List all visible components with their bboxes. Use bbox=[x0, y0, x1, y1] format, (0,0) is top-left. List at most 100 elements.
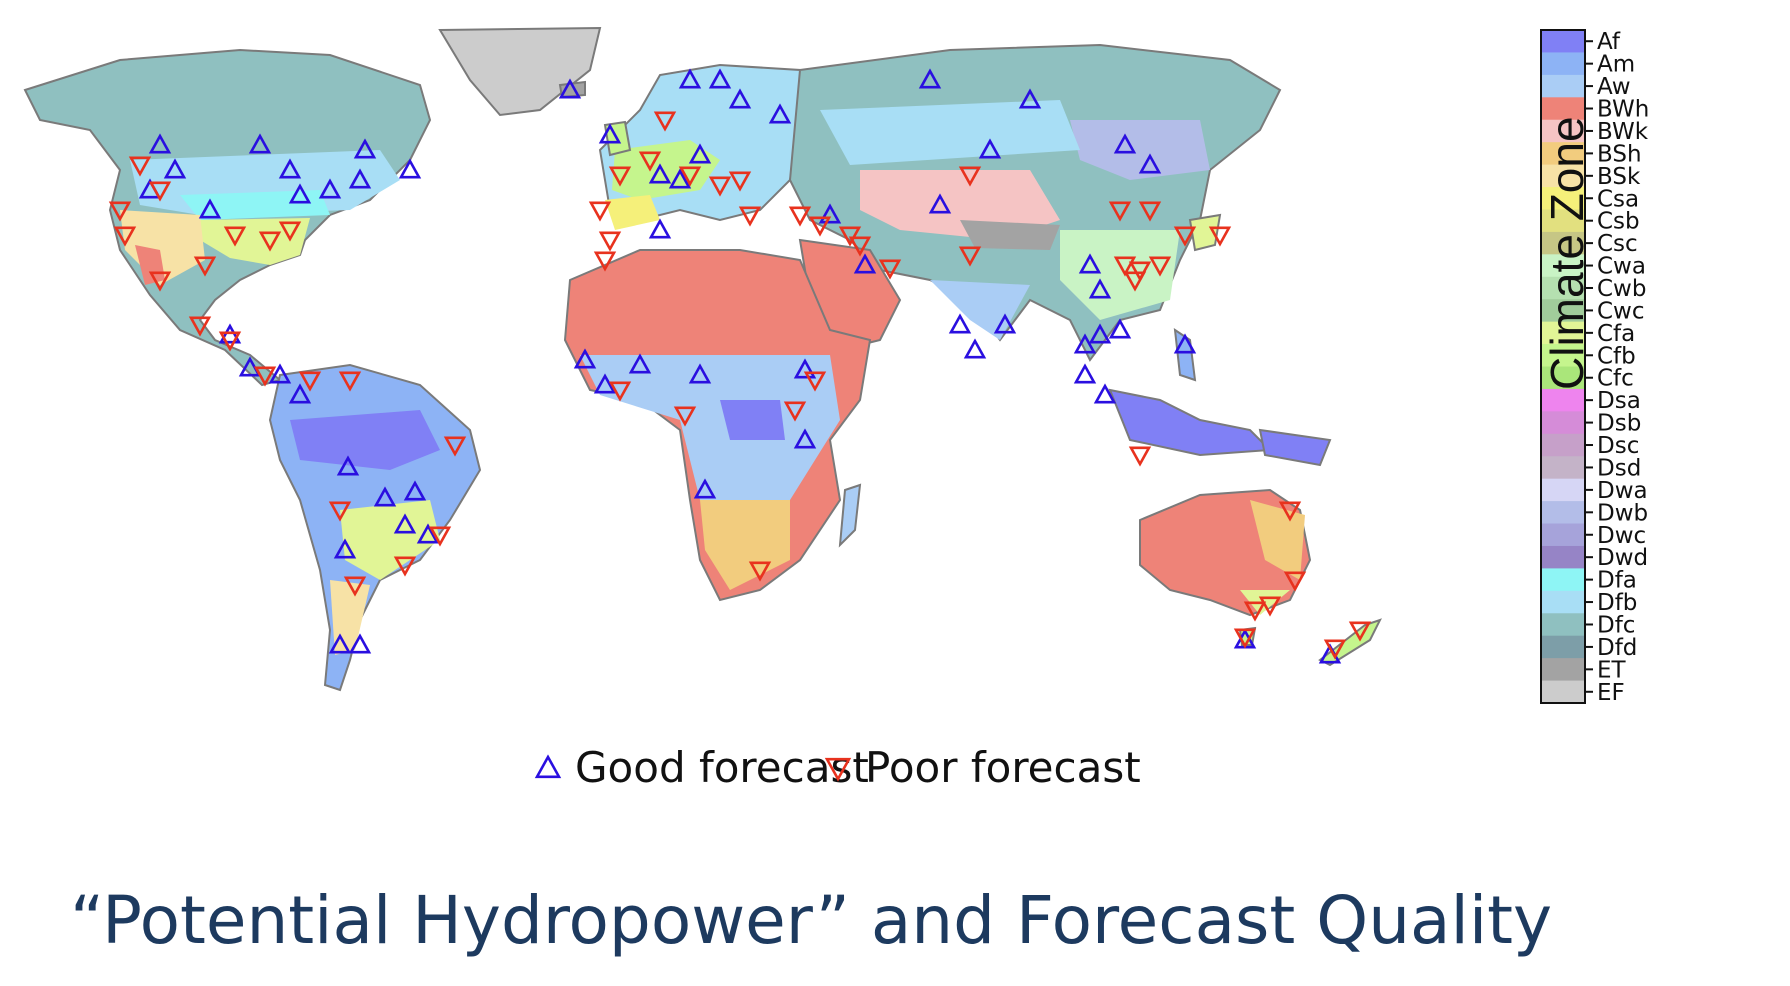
poor-forecast-marker bbox=[708, 176, 732, 197]
colorbar-label-am: Am bbox=[1597, 52, 1635, 78]
poor-forecast-marker bbox=[608, 381, 632, 402]
af-af-congo bbox=[720, 400, 785, 440]
poor-forecast-marker bbox=[1173, 226, 1197, 247]
colorbar-swatch-cwb bbox=[1541, 276, 1585, 300]
good-forecast-marker bbox=[1138, 153, 1162, 174]
poor-forecast-marker bbox=[298, 371, 322, 392]
colorbar-label-bwk: BWk bbox=[1597, 119, 1649, 145]
greenland bbox=[438, 26, 602, 117]
good-forecast-marker bbox=[728, 88, 752, 109]
good-forecast-marker bbox=[993, 313, 1017, 334]
colorbar-label-bwh: BWh bbox=[1597, 97, 1649, 123]
au-bsh bbox=[1250, 500, 1305, 580]
poor-forecast-marker bbox=[788, 206, 812, 227]
eu-cfb bbox=[612, 140, 720, 200]
poor-forecast-marker bbox=[1138, 201, 1162, 222]
good-forecast-marker bbox=[978, 138, 1002, 159]
poor-forecast-marker bbox=[878, 259, 902, 280]
poor-forecast-marker bbox=[748, 561, 772, 582]
poor-forecast-marker bbox=[738, 206, 762, 227]
colorbar-label-dwb: Dwb bbox=[1597, 500, 1648, 526]
good-forecast-marker bbox=[393, 513, 417, 534]
colorbar-swatch-csa bbox=[1541, 187, 1585, 210]
land-climate-zones bbox=[23, 26, 1382, 692]
good-forecast-marker bbox=[373, 486, 397, 507]
good-forecast-marker bbox=[708, 68, 732, 89]
poor-forecast-marker bbox=[1123, 271, 1147, 292]
colorbar-swatch-cwc bbox=[1541, 299, 1585, 323]
poor-forecast-marker bbox=[783, 401, 807, 422]
colorbar-swatch-dfd bbox=[1541, 635, 1585, 659]
new-zealand bbox=[1318, 618, 1382, 667]
good-forecast-marker bbox=[318, 178, 342, 199]
good-forecast-markers bbox=[138, 68, 1342, 664]
colorbar-label-csa: Csa bbox=[1597, 186, 1639, 212]
poor-forecast-marker bbox=[218, 331, 242, 352]
good-forecast-marker bbox=[353, 138, 377, 159]
good-forecast-marker bbox=[218, 323, 242, 344]
good-forecast-marker bbox=[398, 158, 422, 179]
poor-forecast-marker bbox=[1128, 261, 1152, 282]
colorbar-swatch-dfb bbox=[1541, 590, 1585, 614]
good-forecast-marker bbox=[818, 203, 842, 224]
colorbar-label-dfc: Dfc bbox=[1597, 612, 1635, 638]
madagascar bbox=[838, 483, 862, 548]
good-forecast-marker bbox=[768, 103, 792, 124]
poor-forecast-marker bbox=[638, 151, 662, 172]
poor-forecast-marker bbox=[148, 181, 172, 202]
asia-dwb bbox=[1070, 120, 1210, 180]
good-forecast-marker bbox=[918, 68, 942, 89]
poor-forecast-marker bbox=[598, 231, 622, 252]
colorbar-label-dfa: Dfa bbox=[1597, 568, 1637, 594]
good-forecast-marker bbox=[1078, 253, 1102, 274]
poor-forecast-marker bbox=[803, 371, 827, 392]
colorbar-label-cwc: Cwc bbox=[1597, 298, 1645, 324]
good-forecast-marker bbox=[348, 168, 372, 189]
legend-good-label: Good forecast bbox=[575, 743, 869, 792]
poor-forecast-marker bbox=[678, 166, 702, 187]
poor-forecast-marker bbox=[1233, 628, 1257, 649]
colorbar-label-dfd: Dfd bbox=[1597, 635, 1637, 661]
good-forecast-marker bbox=[693, 478, 717, 499]
sa-af-amazon bbox=[290, 410, 440, 470]
good-forecast-marker bbox=[1113, 133, 1137, 154]
colorbar-swatch-dsb bbox=[1541, 411, 1585, 435]
good-forecast-marker bbox=[268, 363, 292, 384]
poor-forecast-marker bbox=[128, 156, 152, 177]
colorbar-swatch-cwa bbox=[1541, 254, 1585, 278]
good-forecast-marker bbox=[668, 168, 692, 189]
poor-forecast-marker bbox=[148, 271, 172, 292]
legend-poor-label: Poor forecast bbox=[865, 743, 1141, 792]
poor-forecast-marker bbox=[958, 166, 982, 187]
colorbar-swatch-dwb bbox=[1541, 501, 1585, 525]
colorbar-swatch-et bbox=[1541, 658, 1585, 682]
good-forecast-marker bbox=[948, 313, 972, 334]
colorbar-title: Climate Zone bbox=[1541, 116, 1593, 390]
good-forecast-marker bbox=[688, 143, 712, 164]
poor-forecast-marker bbox=[393, 556, 417, 577]
good-forecast-marker bbox=[328, 633, 352, 654]
asia-aw-india bbox=[930, 280, 1030, 340]
good-forecast-marker bbox=[288, 383, 312, 404]
good-forecast-marker bbox=[648, 218, 672, 239]
good-forecast-marker bbox=[853, 253, 877, 274]
colorbar-label-ef: EF bbox=[1597, 680, 1625, 706]
good-forecast-marker bbox=[963, 338, 987, 359]
good-forecast-marker bbox=[688, 363, 712, 384]
poor-forecast-marker bbox=[253, 366, 277, 387]
poor-forecast-marker bbox=[1283, 571, 1307, 592]
colorbar-label-cwa: Cwa bbox=[1597, 254, 1646, 280]
poor-forecast-marker bbox=[278, 221, 302, 242]
good-forecast-marker bbox=[278, 158, 302, 179]
colorbar-label-dwd: Dwd bbox=[1597, 545, 1648, 571]
colorbar-label-et: ET bbox=[1597, 657, 1627, 683]
marker-legend: Good forecast Poor forecast bbox=[534, 743, 1141, 792]
poor-forecast-marker bbox=[1108, 201, 1132, 222]
poor-forecast-marker bbox=[588, 201, 612, 222]
colorbar-swatch-bwh bbox=[1541, 97, 1585, 121]
colorbar-label-bsh: BSh bbox=[1597, 141, 1642, 167]
colorbar-swatch-dwa bbox=[1541, 478, 1585, 502]
good-forecast-marker bbox=[403, 480, 427, 501]
good-forecast-marker bbox=[1088, 323, 1112, 344]
poor-forecast-marker bbox=[258, 231, 282, 252]
